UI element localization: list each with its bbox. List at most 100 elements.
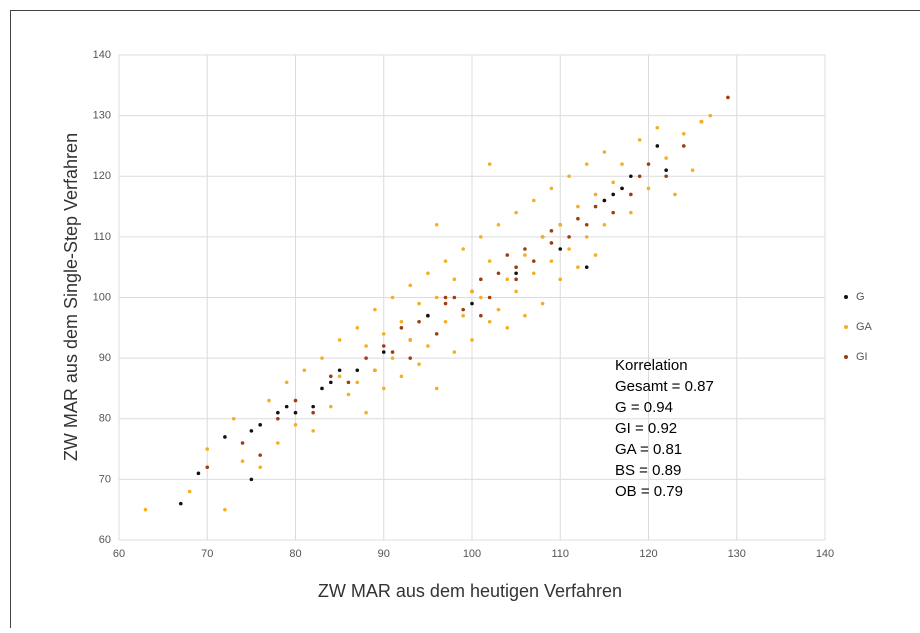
point (506, 326, 510, 330)
point (241, 459, 245, 463)
point (461, 308, 465, 312)
point (426, 344, 430, 348)
point (629, 174, 633, 178)
point (232, 417, 236, 421)
point (523, 253, 527, 257)
point (382, 350, 386, 354)
point (558, 247, 562, 251)
point (267, 399, 271, 403)
point (585, 265, 589, 269)
point (311, 405, 315, 409)
point (223, 508, 227, 512)
point (329, 375, 333, 379)
point (673, 193, 677, 197)
point (567, 174, 571, 178)
point (241, 441, 245, 445)
x-tick-label: 80 (289, 548, 301, 560)
annotation: G = 0.94 (615, 399, 673, 416)
point (603, 150, 607, 154)
point (682, 132, 686, 136)
annotation: OB = 0.79 (615, 483, 683, 500)
point (276, 441, 280, 445)
point (479, 314, 483, 318)
y-tick-label: 130 (93, 110, 111, 122)
point (576, 205, 580, 209)
point (550, 229, 554, 233)
point (506, 253, 510, 257)
annotation: Gesamt = 0.87 (615, 378, 714, 395)
point (514, 211, 518, 215)
point (647, 162, 651, 166)
point (400, 326, 404, 330)
point (479, 278, 483, 282)
point (620, 162, 624, 166)
point (320, 387, 324, 391)
point (258, 423, 262, 427)
point (311, 411, 315, 415)
point (514, 290, 518, 294)
point (656, 144, 660, 148)
point (488, 296, 492, 300)
point (329, 405, 333, 409)
point (603, 199, 607, 203)
point (373, 308, 377, 312)
point (408, 356, 412, 360)
x-tick-label: 100 (463, 548, 481, 560)
point (611, 211, 615, 215)
y-tick-label: 120 (93, 170, 111, 182)
point (664, 174, 668, 178)
point (364, 344, 368, 348)
point (514, 265, 518, 269)
point (558, 223, 562, 227)
point (611, 193, 615, 197)
point (285, 381, 289, 385)
point (285, 405, 289, 409)
point (338, 338, 342, 342)
point (541, 235, 545, 239)
point (338, 375, 342, 379)
point (417, 320, 421, 324)
point (664, 156, 668, 160)
x-tick-label: 140 (816, 548, 834, 560)
point (444, 302, 448, 306)
point (576, 265, 580, 269)
point (638, 138, 642, 142)
point (417, 362, 421, 366)
point (497, 308, 501, 312)
point (197, 472, 201, 476)
x-tick-label: 110 (551, 548, 569, 560)
point (391, 356, 395, 360)
point (355, 326, 359, 330)
point (488, 259, 492, 263)
point (329, 381, 333, 385)
point (400, 375, 404, 379)
point (391, 296, 395, 300)
y-axis-label: ZW MAR aus dem Single-Step Verfahren (61, 133, 81, 461)
point (364, 411, 368, 415)
annotation: GI = 0.92 (615, 420, 677, 437)
point (355, 381, 359, 385)
point (708, 114, 712, 118)
point (408, 284, 412, 288)
point (453, 278, 457, 282)
x-axis-label: ZW MAR aus dem heutigen Verfahren (318, 581, 622, 601)
legend-label: GI (856, 351, 868, 363)
point (576, 217, 580, 221)
point (497, 271, 501, 275)
point (514, 271, 518, 275)
point (585, 235, 589, 239)
point (461, 314, 465, 318)
point (726, 96, 730, 100)
point (664, 168, 668, 172)
point (479, 235, 483, 239)
point (532, 199, 536, 203)
legend-marker (844, 355, 848, 359)
legend-label: GA (856, 321, 873, 333)
x-tick-label: 120 (639, 548, 657, 560)
point (497, 223, 501, 227)
point (444, 296, 448, 300)
point (276, 411, 280, 415)
point (382, 332, 386, 336)
point (541, 302, 545, 306)
point (585, 223, 589, 227)
